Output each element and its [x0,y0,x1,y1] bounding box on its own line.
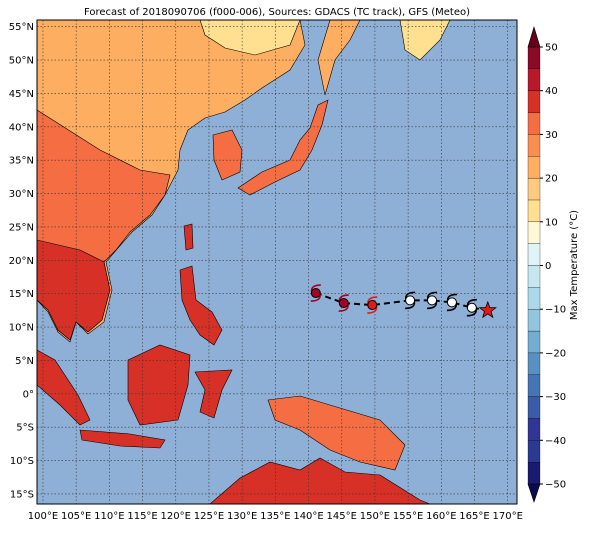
track-point [446,297,457,308]
colorbar-bin [527,265,541,288]
colorbar-bin [527,199,541,222]
colorbar-tick-label: 50 [545,43,558,54]
colorbar-bin [527,287,541,310]
colorbar-bin [527,112,541,135]
y-tick-label: 20°N [9,256,34,267]
y-tick-label: 25°N [9,222,34,233]
y-tick-label: 15°S [10,489,34,500]
kamchatka [399,20,451,61]
x-tick-label: 170°E [493,511,523,522]
colorbar-tick-label: −20 [545,348,566,359]
colorbar-tick-label: 40 [545,86,558,97]
x-tick-label: 100°E [28,511,58,522]
track-point [310,288,321,299]
x-tick-label: 140°E [293,511,323,522]
colorbar-bin [527,90,541,113]
y-tick-label: 45°N [9,89,34,100]
y-tick-label: 35°N [9,156,34,167]
x-tick-label: 165°E [459,511,489,522]
colorbar-bin [527,309,541,332]
storm-track [310,284,497,319]
colorbar-bin [527,177,541,201]
colorbar-bin [527,330,541,354]
north-highland [199,20,301,56]
colorbar-bin [527,243,541,266]
x-tick-label: 145°E [327,511,357,522]
y-tick-label: 50°N [9,56,34,67]
y-tick-label: 10°S [10,456,34,467]
colorbar-tick-label: −50 [545,480,566,491]
y-tick-label: 5°S [16,423,34,434]
colorbar-over [527,25,541,48]
colorbar-bin [527,156,541,179]
sumatra [37,349,91,426]
colorbar-tick-label: 10 [545,217,558,228]
x-tick-label: 105°E [61,511,91,522]
track-point [466,302,477,313]
philippines [179,265,223,346]
y-tick-label: 10°N [9,323,34,334]
colorbar-bin [527,374,541,397]
title: Forecast of 2018090706 (f000-006), Sourc… [84,7,470,18]
new-guinea [267,395,406,471]
colorbar-under [527,483,541,503]
indochina [37,239,111,341]
track-point [427,295,438,306]
x-tick-label: 125°E [194,511,224,522]
colorbar-bin [527,418,541,441]
x-tick-label: 130°E [227,511,257,522]
colorbar-tick-label: −10 [545,305,566,316]
colorbar-bin [527,68,541,91]
x-tick-label: 115°E [127,511,157,522]
x-tick-label: 150°E [360,511,390,522]
track-point [405,295,416,306]
y-tick-label: 5°N [15,356,34,367]
borneo [127,344,191,426]
y-tick-label: 0° [23,389,34,400]
track-point [338,298,349,309]
track-point [367,300,378,311]
colorbar-bin [527,352,541,375]
colorbar-tick-label: −40 [545,436,566,447]
x-tick-label: 160°E [426,511,456,522]
y-tick-label: 55°N [9,22,34,33]
colorbar-tick-label: 30 [545,130,558,141]
colorbar-label: Max Temperature (°C) [569,210,580,320]
colorbar-tick-label: −30 [545,392,566,403]
colorbar: 50 40 30 20 10 0 −10 −20 −30 −40 −50 [527,25,566,503]
java [79,429,166,449]
colorbar-tick-label: 20 [545,174,558,185]
y-tick-label: 15°N [9,289,34,300]
colorbar-bin [527,134,541,157]
x-tick-label: 110°E [94,511,124,522]
track-point [478,300,497,319]
y-tick-label: 30°N [9,189,34,200]
colorbar-bin [527,396,541,419]
grid [37,20,517,504]
colorbar-bin [527,221,541,244]
colorbar-bin [527,461,541,485]
taiwan [183,223,194,251]
x-tick-label: 135°E [260,511,290,522]
colorbar-bin [527,46,541,70]
colorbar-bin [527,440,541,463]
x-tick-label: 155°E [393,511,423,522]
x-tick-label: 120°E [161,511,191,522]
y-tick-label: 40°N [9,122,34,133]
colorbar-tick-label: 0 [545,261,551,272]
map-frame [36,19,518,505]
korea [212,129,243,181]
